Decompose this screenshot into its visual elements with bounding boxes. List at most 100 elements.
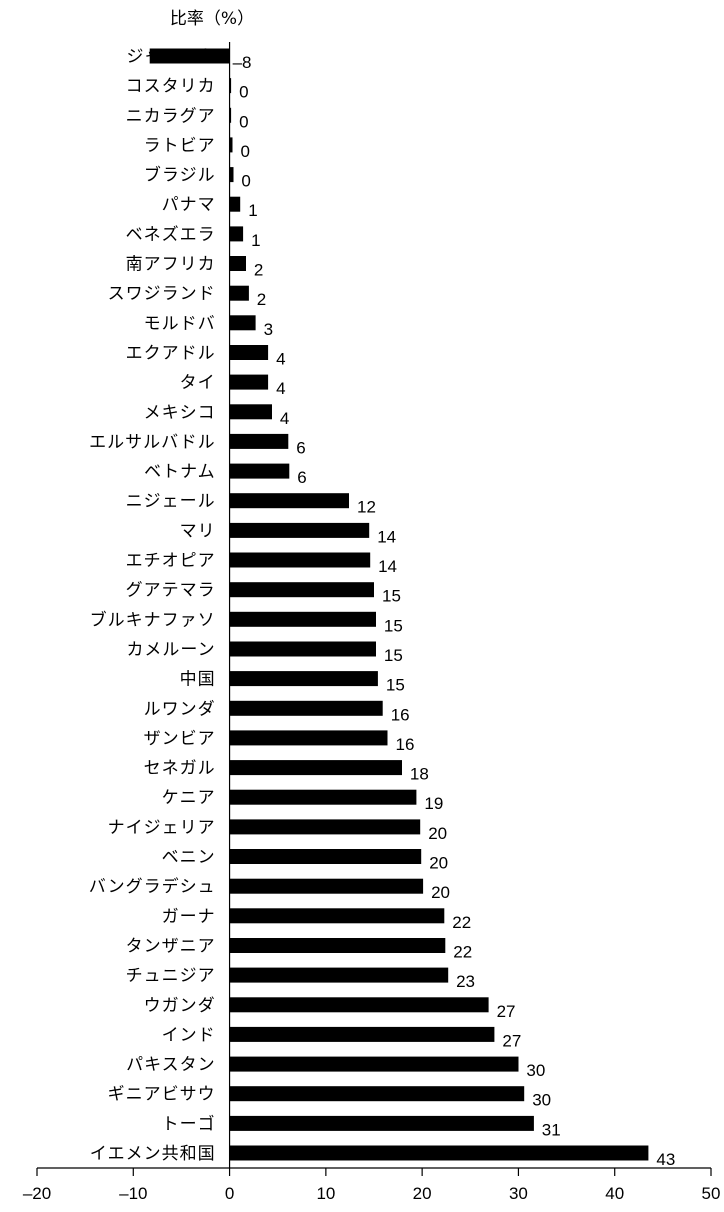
bar xyxy=(229,730,388,746)
bar xyxy=(229,374,269,390)
category-label: ケニア xyxy=(162,788,216,808)
value-label: 22 xyxy=(453,943,472,962)
y-axis-label: 比率（%） xyxy=(170,9,254,29)
bar xyxy=(229,1056,519,1072)
category-label: エチオピア xyxy=(126,551,216,571)
category-label: ニジェール xyxy=(126,492,216,512)
category-label: ザンビア xyxy=(144,729,216,749)
bar xyxy=(229,611,376,627)
value-label: 15 xyxy=(386,676,405,695)
bar xyxy=(229,167,234,183)
category-label: 南アフリカ xyxy=(126,255,216,275)
category-label: ルワンダ xyxy=(144,699,216,719)
category-label: グアテマラ xyxy=(126,581,216,601)
value-label: 27 xyxy=(497,1002,516,1021)
bar xyxy=(229,1115,534,1131)
axes: –20 –10 0 10 20 30 40 50 xyxy=(23,42,721,1203)
bar xyxy=(229,463,290,479)
x-tick-label: –20 xyxy=(23,1184,51,1203)
category-label: ベトナム xyxy=(144,462,216,482)
category-label: タンザニア xyxy=(126,937,216,957)
bar xyxy=(229,404,272,420)
x-tick-label: 0 xyxy=(225,1184,234,1203)
value-label: 0 xyxy=(241,172,250,191)
category-label: ウガンダ xyxy=(144,996,216,1016)
category-label: インド xyxy=(162,1025,216,1045)
value-label: 1 xyxy=(251,231,260,250)
bar xyxy=(229,582,374,598)
value-label: 6 xyxy=(297,468,306,487)
bar xyxy=(229,997,489,1013)
bar xyxy=(229,700,383,716)
bar xyxy=(229,493,349,509)
bar xyxy=(229,967,449,983)
bar xyxy=(229,522,370,538)
bar xyxy=(229,641,376,657)
bar xyxy=(229,552,371,568)
value-label: 14 xyxy=(378,557,397,576)
bar xyxy=(229,256,246,271)
value-label: 12 xyxy=(357,498,376,517)
value-label: 27 xyxy=(502,1031,521,1050)
bar xyxy=(229,1086,525,1102)
value-label: 0 xyxy=(241,142,250,161)
category-label: コスタリカ xyxy=(126,77,216,97)
category-label: ブラジル xyxy=(144,165,216,186)
value-label: 14 xyxy=(377,527,396,546)
value-label: 30 xyxy=(526,1061,545,1080)
value-label: 6 xyxy=(296,438,305,457)
category-label: カメルーン xyxy=(126,640,215,660)
category-label: エルサルバドル xyxy=(89,432,216,452)
category-label: ラトビア xyxy=(144,136,216,156)
bar xyxy=(229,315,256,331)
category-label: イエメン共和国 xyxy=(90,1144,216,1164)
x-tick-label: 40 xyxy=(605,1184,624,1203)
bar xyxy=(229,1026,495,1042)
value-label: 0 xyxy=(239,112,248,131)
bar xyxy=(229,849,422,864)
value-label: 1 xyxy=(248,201,257,220)
value-label: –8 xyxy=(233,53,252,72)
bar xyxy=(149,48,230,64)
category-label: セネガル xyxy=(144,759,216,779)
value-label: 2 xyxy=(254,261,263,280)
category-label: バングラデシュ xyxy=(89,876,216,897)
bar xyxy=(229,107,232,123)
value-label: 43 xyxy=(656,1150,675,1169)
value-label: 20 xyxy=(429,854,448,873)
value-label: 15 xyxy=(384,616,403,635)
category-label: エクアドル xyxy=(126,344,216,364)
value-label: 4 xyxy=(280,409,289,428)
value-label: 2 xyxy=(257,290,266,309)
value-label: 16 xyxy=(391,705,410,724)
bar xyxy=(229,789,417,805)
category-label: スワジランド xyxy=(108,284,216,304)
category-label: 中国 xyxy=(180,670,216,690)
value-label: 15 xyxy=(382,587,401,606)
category-label: チュニジア xyxy=(126,966,216,986)
bar xyxy=(229,285,249,301)
bar xyxy=(229,78,232,94)
category-label: ベニン xyxy=(162,848,216,868)
bar xyxy=(229,819,421,835)
category-label: ギニアビサウ xyxy=(108,1085,216,1105)
value-label: 18 xyxy=(410,765,429,784)
value-label: 30 xyxy=(532,1091,551,1110)
bar xyxy=(229,671,378,687)
x-tick-label: 50 xyxy=(702,1184,721,1203)
value-label: 3 xyxy=(264,320,273,339)
category-label: トーゴ xyxy=(162,1113,216,1134)
bar xyxy=(229,226,244,242)
value-label: 20 xyxy=(428,824,447,843)
value-label: 4 xyxy=(276,350,285,369)
category-label: ジャマイカ xyxy=(126,47,215,67)
category-label: マリ xyxy=(180,521,216,541)
category-label: メキシコ xyxy=(144,403,216,423)
category-label: ガーナ xyxy=(162,907,216,927)
value-label: 19 xyxy=(424,794,443,813)
x-tick-label: 30 xyxy=(509,1184,528,1203)
value-labels: –800001122344466121414151515151616181920… xyxy=(233,53,676,1169)
value-label: 4 xyxy=(276,379,285,398)
value-label: 0 xyxy=(239,83,248,102)
